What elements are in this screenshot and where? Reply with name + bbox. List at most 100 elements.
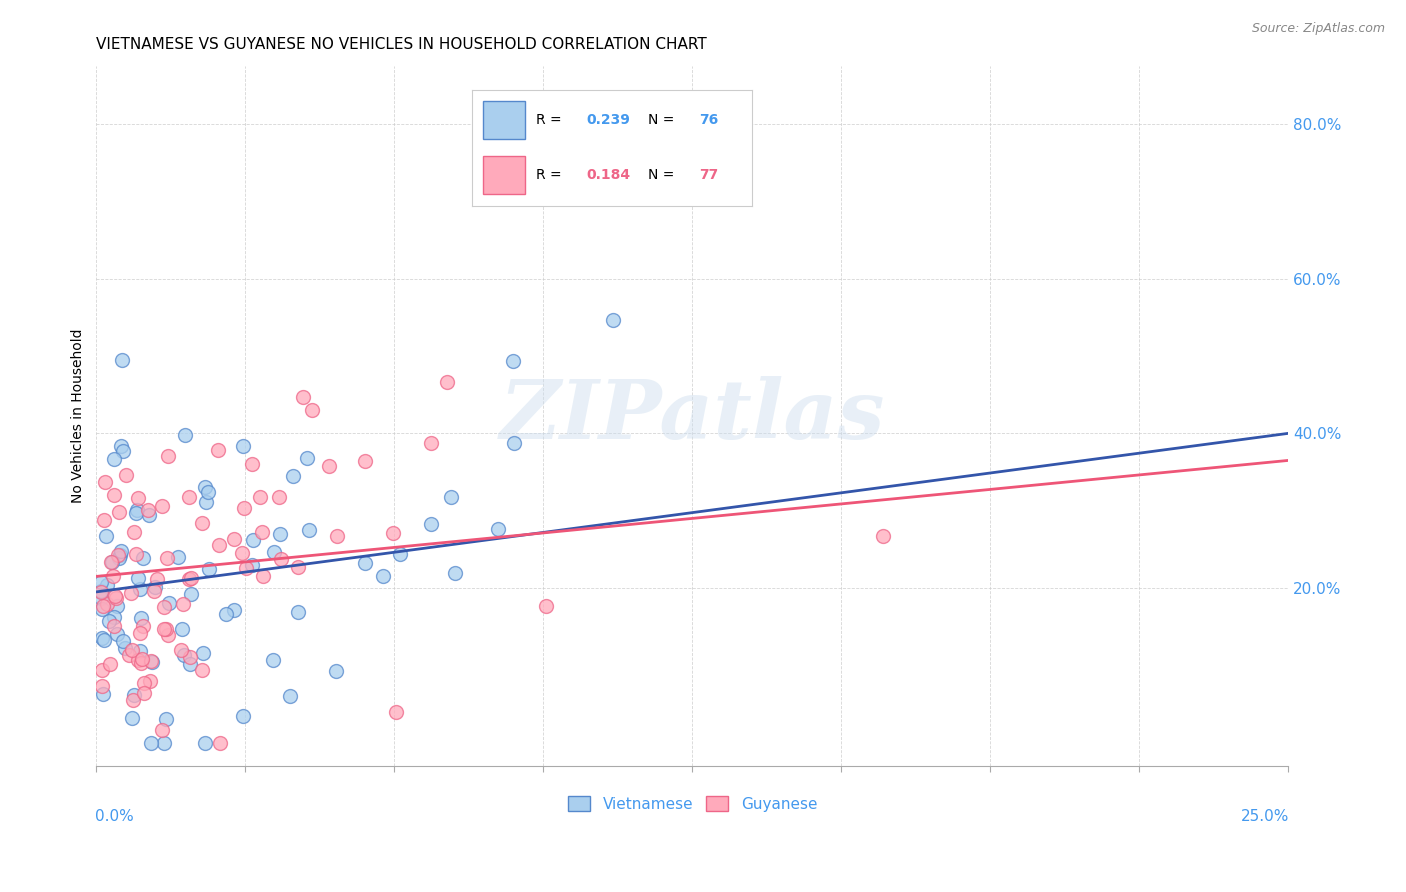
Point — [93, 687, 115, 701]
Point — [91, 679, 114, 693]
Point — [111, 634, 134, 648]
Point — [108, 505, 131, 519]
Point — [536, 599, 558, 614]
Point — [872, 528, 894, 542]
Point — [208, 736, 231, 750]
Point — [382, 525, 405, 540]
Point — [270, 552, 292, 566]
Point — [127, 653, 149, 667]
Point — [172, 597, 194, 611]
Point — [179, 572, 201, 586]
Point — [301, 402, 323, 417]
Point — [179, 657, 201, 671]
Point — [100, 555, 122, 569]
Point — [107, 548, 129, 562]
Point — [105, 599, 128, 614]
Point — [107, 551, 129, 566]
Point — [153, 622, 176, 636]
Point — [169, 642, 191, 657]
Point — [385, 705, 408, 719]
Point — [139, 673, 162, 688]
Point — [267, 490, 290, 504]
Point — [325, 664, 347, 678]
Point — [121, 711, 143, 725]
Point — [263, 545, 285, 559]
Point — [131, 652, 153, 666]
Point — [129, 656, 152, 670]
Point — [194, 480, 217, 494]
Point — [291, 390, 314, 404]
Point — [194, 495, 217, 509]
Point — [90, 602, 112, 616]
Point — [143, 584, 166, 599]
Point — [486, 523, 509, 537]
Point — [94, 529, 117, 543]
Point — [179, 650, 201, 665]
Point — [101, 555, 124, 569]
Point — [93, 632, 115, 647]
Point — [128, 582, 150, 597]
Point — [132, 675, 155, 690]
Point — [157, 596, 180, 610]
Point — [139, 736, 162, 750]
Point — [436, 375, 458, 389]
Point — [157, 628, 180, 642]
Point — [155, 712, 177, 726]
Point — [136, 503, 159, 517]
Point — [232, 709, 254, 723]
Point — [105, 626, 128, 640]
Y-axis label: No Vehicles in Household: No Vehicles in Household — [72, 328, 86, 503]
Point — [326, 529, 349, 543]
Point — [371, 568, 394, 582]
Point — [191, 663, 214, 677]
Point — [150, 723, 173, 738]
Point — [90, 591, 112, 605]
Point — [353, 556, 375, 570]
Point — [90, 584, 112, 599]
Point — [193, 646, 215, 660]
Point — [198, 562, 221, 576]
Point — [172, 622, 194, 636]
Point — [278, 690, 301, 704]
Point — [96, 597, 118, 611]
Point — [250, 524, 273, 539]
Point — [232, 440, 254, 454]
Point — [91, 663, 114, 677]
Point — [242, 533, 264, 548]
Legend: Vietnamese, Guyanese: Vietnamese, Guyanese — [561, 789, 824, 818]
Point — [194, 736, 217, 750]
Point — [93, 475, 115, 489]
Point — [132, 550, 155, 565]
Point — [121, 643, 143, 657]
Point — [152, 736, 174, 750]
Point — [298, 523, 321, 537]
Point — [174, 428, 197, 442]
Point — [97, 614, 120, 628]
Point — [191, 516, 214, 530]
Point — [101, 569, 124, 583]
Point — [93, 513, 115, 527]
Point — [295, 450, 318, 465]
Point — [318, 459, 340, 474]
Point — [444, 566, 467, 580]
Point — [502, 354, 524, 368]
Point — [124, 506, 146, 520]
Point — [440, 490, 463, 504]
Point — [141, 656, 163, 670]
Point — [96, 578, 118, 592]
Point — [240, 558, 263, 572]
Point — [179, 490, 201, 504]
Point — [110, 548, 132, 562]
Point — [120, 585, 142, 599]
Point — [124, 524, 146, 539]
Point — [152, 599, 174, 614]
Point — [180, 570, 202, 584]
Point — [118, 648, 141, 663]
Point — [114, 640, 136, 655]
Point — [146, 572, 169, 586]
Point — [215, 607, 238, 621]
Point — [127, 491, 149, 505]
Point — [420, 436, 443, 450]
Point — [287, 560, 309, 574]
Point — [150, 499, 173, 513]
